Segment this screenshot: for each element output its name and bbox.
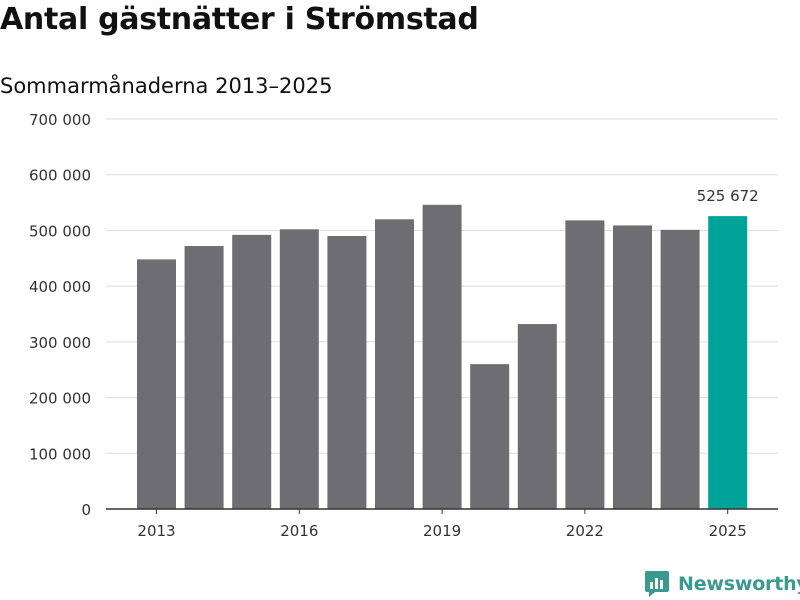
bar-2020 xyxy=(470,364,510,509)
brand-name: Newsworthy xyxy=(678,573,800,595)
x-tick-label: 2022 xyxy=(566,522,604,540)
bar-2018 xyxy=(375,219,414,510)
bar-2021 xyxy=(517,324,557,509)
y-axis-ticks: 0 100 000 200 000 300 000 400 000 500 000 600 … xyxy=(29,111,91,519)
data-label: 525 672 xyxy=(697,187,759,205)
x-axis: 2013 2016 2019 2022 2025 xyxy=(106,508,778,540)
y-tick-label: 0 xyxy=(81,501,91,519)
bar-2013 xyxy=(137,259,176,509)
bar-2024 xyxy=(660,229,700,509)
y-tick-label: 200 000 xyxy=(29,390,91,408)
bar-2022 xyxy=(565,220,605,509)
chart-title: Antal gästnätter i Strömstad xyxy=(0,2,479,37)
data-labels: 525 672 xyxy=(697,187,759,205)
y-tick-label: 400 000 xyxy=(29,278,91,296)
chart-subtitle: Sommarmånaderna 2013–2025 xyxy=(0,74,333,98)
bar-2015 xyxy=(232,234,272,509)
x-tick-label: 2013 xyxy=(137,522,175,540)
bar-2016 xyxy=(279,229,319,510)
bars xyxy=(137,204,748,510)
x-tick-label: 2019 xyxy=(423,522,461,540)
y-tick-label: 700 000 xyxy=(29,111,91,129)
y-tick-label: 100 000 xyxy=(29,445,91,463)
x-tick-label: 2016 xyxy=(280,522,318,540)
y-tick-label: 500 000 xyxy=(29,222,91,240)
y-tick-label: 300 000 xyxy=(29,334,91,352)
bar-2023 xyxy=(613,225,652,509)
x-tick-label: 2025 xyxy=(709,522,747,540)
bar-2025 xyxy=(708,216,748,509)
bar-2017 xyxy=(327,236,367,509)
newsworthy-brand: Newsworthy xyxy=(644,568,800,600)
bar-2014 xyxy=(184,246,224,509)
y-tick-label: 600 000 xyxy=(29,167,91,185)
newsworthy-logo-icon xyxy=(645,571,669,597)
bar-2019 xyxy=(422,204,462,510)
